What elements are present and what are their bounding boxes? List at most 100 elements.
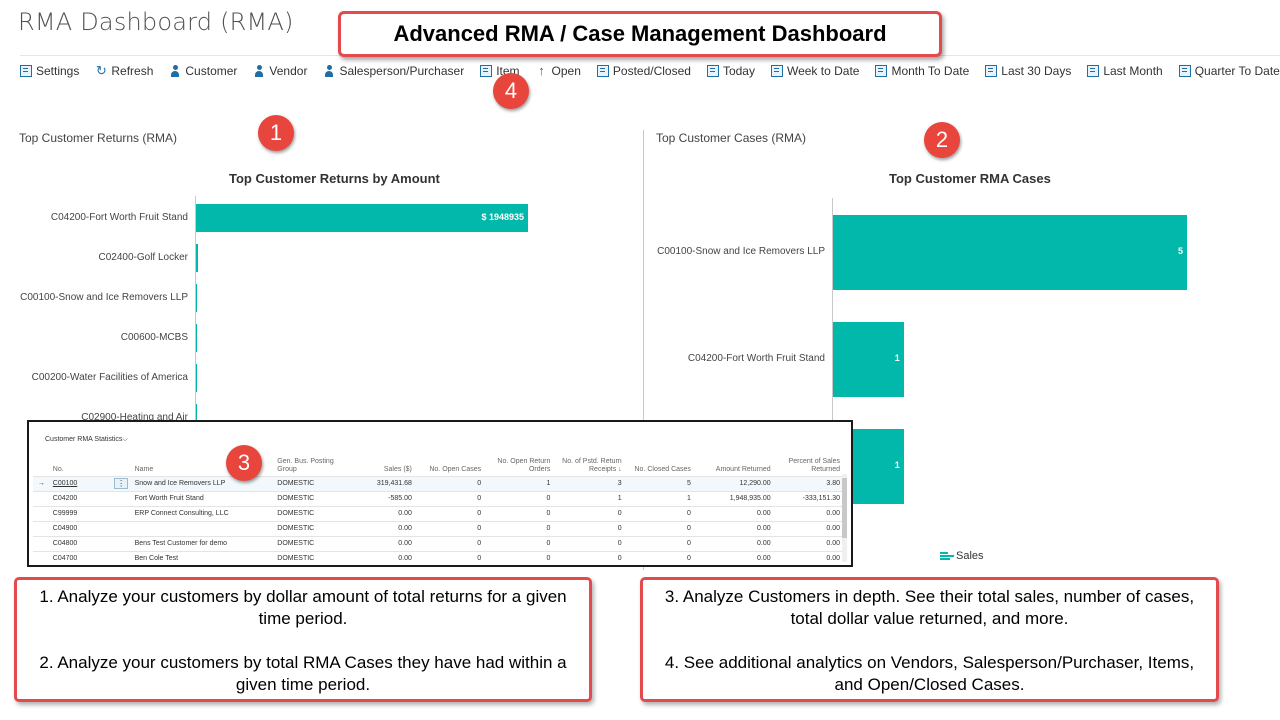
chart1-category-label-1: C04200-Fort Worth Fruit Stand xyxy=(687,353,825,364)
col-closed-cases[interactable]: No. Closed Cases xyxy=(634,465,691,473)
cell-sales: 319,431.68 xyxy=(341,475,415,491)
col-name[interactable]: Name xyxy=(134,465,154,473)
calendar-icon xyxy=(706,64,719,77)
cell-percent-returned: 0.00 xyxy=(773,520,843,536)
toolbar-customer-button[interactable]: Customer xyxy=(169,64,237,78)
chart1-bar-1[interactable] xyxy=(833,321,904,397)
right-section-label: Top Customer Cases (RMA) xyxy=(656,131,807,145)
cell-name xyxy=(131,520,275,536)
cell-percent-returned: 3.80 xyxy=(773,475,843,491)
table-row[interactable]: C04700 Ben Cole Test DOMESTIC 0.00 0 0 0… xyxy=(33,550,843,565)
cell-pstd-return-receipts: 3 xyxy=(553,475,625,491)
toolbar-month-to-date-button[interactable]: Month To Date xyxy=(875,64,969,78)
stats-panel-title[interactable]: Customer RMA Statistics⌵ xyxy=(45,436,128,443)
toolbar-posted-closed-button[interactable]: Posted/Closed xyxy=(596,64,691,78)
returns-chart-axis xyxy=(195,196,196,420)
chart0-category-label-4: C00200-Water Facilities of America xyxy=(31,372,188,383)
chart0-category-label-1: C02400-Golf Locker xyxy=(98,252,189,263)
chart1-data-label-2: 1 xyxy=(894,460,900,470)
cell-open-cases: 0 xyxy=(414,505,485,521)
row-actions-icon[interactable]: ⋮ xyxy=(114,478,129,489)
cell-name: Bens Test Customer for demo xyxy=(131,535,275,551)
cell-no[interactable]: C99999 xyxy=(49,505,111,521)
toolbar-quarter-to-date-button[interactable]: Quarter To Date xyxy=(1178,64,1280,78)
toolbar-last-month-button[interactable]: Last Month xyxy=(1087,64,1163,78)
cell-pstd-return-receipts: 0 xyxy=(553,550,625,565)
toolbar-last-30-days-button[interactable]: Last 30 Days xyxy=(985,64,1071,78)
scrollbar-thumb[interactable] xyxy=(842,478,847,538)
cell-percent-returned: 0.00 xyxy=(773,505,843,521)
table-row[interactable]: C99999 ERP Connect Consulting, LLC DOMES… xyxy=(33,505,843,521)
toolbar-salesperson-button[interactable]: Salesperson/Purchaser xyxy=(323,64,464,78)
col-open-cases[interactable]: No. Open Cases xyxy=(429,465,482,473)
toolbar-vendor-button[interactable]: Vendor xyxy=(253,64,307,78)
table-row[interactable]: C04900 DOMESTIC 0.00 0 0 0 0 0.00 0.00 xyxy=(33,520,843,536)
cell-amount-returned: 0.00 xyxy=(693,520,774,536)
col-posting-group[interactable]: Gen. Bus. Posting Group xyxy=(277,457,334,473)
salesperson-icon xyxy=(323,64,335,77)
cell-pstd-return-receipts: 1 xyxy=(553,490,625,506)
chart0-bar-2[interactable] xyxy=(196,284,197,312)
col-open-return-orders[interactable]: No. Open Return Orders xyxy=(497,457,551,473)
chart0-bar-4[interactable] xyxy=(196,364,197,392)
cases-chart-legend: Sales xyxy=(940,550,984,562)
col-no[interactable]: No. xyxy=(52,465,64,473)
cell-closed-cases: 0 xyxy=(624,520,694,536)
cell-percent-returned: 0.00 xyxy=(773,535,843,551)
chart0-bar-0[interactable] xyxy=(196,204,528,232)
badge-4: 4 xyxy=(493,73,529,109)
toolbar-today-button[interactable]: Today xyxy=(706,64,755,78)
cell-no[interactable]: C04700 xyxy=(49,550,111,565)
returns-chart-title: Top Customer Returns by Amount xyxy=(229,171,440,186)
cell-sales: 0.00 xyxy=(341,535,415,551)
info-box-left: 1. Analyze your customers by dollar amou… xyxy=(14,577,592,702)
refresh-icon: ↻ xyxy=(95,62,107,78)
info-box-right: 3. Analyze Customers in depth. See their… xyxy=(640,577,1219,702)
toolbar-settings-button[interactable]: Settings xyxy=(20,64,79,78)
legend-sales-label: Sales xyxy=(956,550,984,562)
cell-no[interactable]: C04800 xyxy=(49,535,111,551)
vendor-icon xyxy=(253,64,265,77)
cases-chart-axis xyxy=(832,198,833,544)
cell-amount-returned: 0.00 xyxy=(693,550,774,565)
chart0-category-label-0: C04200-Fort Worth Fruit Stand xyxy=(50,212,188,223)
cell-amount-returned: 0.00 xyxy=(693,535,774,551)
chart1-category-label-0: C00100-Snow and Ice Removers LLP xyxy=(657,246,825,257)
info-right-point-4: 4. See additional analytics on Vendors, … xyxy=(664,653,1195,694)
chart0-bar-3[interactable] xyxy=(196,324,197,352)
table-row[interactable]: C04200 Fort Worth Fruit Stand DOMESTIC -… xyxy=(33,490,843,506)
col-percent-returned[interactable]: Percent of Sales Returned xyxy=(788,457,840,473)
chart1-data-label-0: 5 xyxy=(1177,246,1183,256)
toolbar-open-button[interactable]: ↑ Open xyxy=(536,64,581,78)
cell-open-return-orders: 0 xyxy=(484,535,554,551)
chart0-bar-5[interactable] xyxy=(196,404,197,432)
chart1-data-label-1: 1 xyxy=(894,353,900,363)
cell-no[interactable]: C00100 xyxy=(49,475,111,491)
table-row[interactable]: C04800 Bens Test Customer for demo DOMES… xyxy=(33,535,843,551)
cell-sales: -585.00 xyxy=(341,490,415,506)
chart0-bar-1[interactable] xyxy=(196,244,199,272)
cell-pstd-return-receipts: 0 xyxy=(553,520,625,536)
col-amount-returned[interactable]: Amount Returned xyxy=(715,465,771,473)
cell-open-return-orders: 0 xyxy=(484,490,554,506)
cell-open-return-orders: 1 xyxy=(484,475,554,491)
calendar-icon xyxy=(985,64,998,77)
cell-percent-returned: 0.00 xyxy=(773,550,843,565)
cell-closed-cases: 1 xyxy=(624,490,694,506)
cell-amount-returned: 1,948,935.00 xyxy=(693,490,774,506)
col-sales[interactable]: Sales ($) xyxy=(383,465,412,473)
cell-open-return-orders: 0 xyxy=(484,550,554,565)
cell-no[interactable]: C04900 xyxy=(49,520,111,536)
table-row[interactable]: → C00100 ⋮ Snow and Ice Removers LLP DOM… xyxy=(33,475,843,491)
toolbar-week-to-date-button[interactable]: Week to Date xyxy=(770,64,859,78)
cell-closed-cases: 0 xyxy=(624,505,694,521)
cell-name: Fort Worth Fruit Stand xyxy=(131,490,275,506)
chart1-bar-0[interactable] xyxy=(833,214,1187,290)
cell-name: ERP Connect Consulting, LLC xyxy=(131,505,275,521)
cell-posting-group: DOMESTIC xyxy=(274,520,342,536)
toolbar-refresh-button[interactable]: ↻ Refresh xyxy=(95,62,154,78)
cell-no[interactable]: C04200 xyxy=(49,490,111,506)
col-pstd-return-receipts[interactable]: No. of Pstd. Return Receipts ↓ xyxy=(562,457,622,473)
table-scrollbar[interactable] xyxy=(842,474,847,562)
left-section-label: Top Customer Returns (RMA) xyxy=(19,131,178,145)
